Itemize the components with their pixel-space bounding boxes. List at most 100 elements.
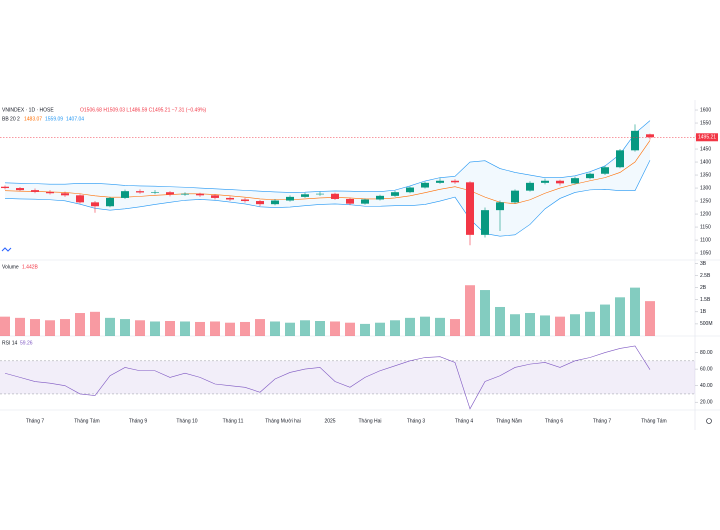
time-axis-label: Tháng 6 xyxy=(545,418,564,424)
volume-bar xyxy=(195,321,205,336)
price-tick-label: 1400 xyxy=(700,159,711,165)
candle-body xyxy=(421,182,429,188)
price-tick-label: 1600 xyxy=(700,107,711,113)
volume-bar xyxy=(375,322,385,336)
volume-bar xyxy=(285,322,295,336)
volume-bar xyxy=(105,317,115,336)
volume-bar xyxy=(585,311,595,336)
candle-body xyxy=(181,193,189,195)
bb-middle-line xyxy=(4,140,651,204)
volume-bar xyxy=(480,290,490,336)
volume-title: Volume xyxy=(2,264,19,270)
rsi-tick-label: 80.00 xyxy=(700,350,713,356)
price-tick-label: 1200 xyxy=(700,211,711,217)
volume-bar xyxy=(0,316,10,336)
volume-tick-label: 3B xyxy=(700,261,707,267)
candle-body xyxy=(631,130,639,151)
price-tick-label: 1350 xyxy=(700,172,711,178)
chart-background xyxy=(0,100,720,430)
rsi-label: RSI 14 xyxy=(2,340,18,346)
rsi-band-fill xyxy=(0,360,695,394)
candle-body xyxy=(346,198,354,204)
volume-bar xyxy=(495,306,505,336)
volume-bar xyxy=(345,322,355,336)
volume-bar xyxy=(405,317,415,336)
candle-body xyxy=(31,190,39,192)
candle-body xyxy=(331,193,339,199)
volume-bar xyxy=(165,321,175,336)
time-axis-label: Tháng Hai xyxy=(358,418,381,424)
volume-bar xyxy=(150,321,160,336)
volume-bar xyxy=(120,319,130,336)
volume-bar xyxy=(210,321,220,336)
price-tick-label: 1250 xyxy=(700,198,711,204)
price-tick-label: 1450 xyxy=(700,146,711,152)
candle-body xyxy=(586,173,594,179)
volume-bar xyxy=(300,320,310,336)
candle-body xyxy=(91,202,99,207)
last-price-label: 1495.21 xyxy=(698,135,716,141)
volume-bar xyxy=(420,316,430,336)
candle-body xyxy=(196,193,204,196)
time-axis-label: Tháng 9 xyxy=(129,418,148,424)
volume-bar xyxy=(135,320,145,336)
time-axis-label: Tháng 11 xyxy=(223,418,244,424)
volume-bar xyxy=(510,314,520,336)
bb-upper-value: 1559.09 xyxy=(45,116,63,122)
volume-bar xyxy=(240,321,250,336)
volume-bar xyxy=(330,321,340,336)
settings-icon[interactable] xyxy=(706,418,712,424)
candle-body xyxy=(46,191,54,194)
candle-body xyxy=(301,194,309,197)
rsi-line xyxy=(4,345,651,410)
volume-bar xyxy=(615,297,625,336)
candle-body xyxy=(271,200,279,205)
time-axis-label: Tháng 7 xyxy=(26,418,45,424)
candle-body xyxy=(571,178,579,184)
bb-upper-line xyxy=(4,120,651,193)
tv-logo xyxy=(1,247,12,252)
candle-body xyxy=(646,134,654,138)
volume-bar xyxy=(225,322,235,336)
bb-fill xyxy=(5,120,650,237)
rsi-tick-label: 40.00 xyxy=(700,383,713,389)
volume-bar xyxy=(315,321,325,336)
volume-bar xyxy=(270,321,280,336)
volume-bar xyxy=(255,319,265,336)
candle-body xyxy=(406,187,414,193)
price-tick-label: 1300 xyxy=(700,185,711,191)
rsi-tick-label: 20.00 xyxy=(700,400,713,406)
time-axis-label: Tháng Tám xyxy=(641,418,666,424)
candle-body xyxy=(1,186,9,189)
volume-bar xyxy=(390,320,400,336)
symbol-label: VNINDEX · 1D · HOSE xyxy=(2,107,54,113)
candle-body xyxy=(541,180,549,183)
candle-body xyxy=(526,182,534,191)
volume-tick-label: 500M xyxy=(700,321,713,327)
time-axis-label: Tháng 4 xyxy=(455,418,474,424)
volume-tick-label: 1B xyxy=(700,309,707,315)
candle-body xyxy=(451,180,459,183)
time-axis-label: Tháng 10 xyxy=(176,418,197,424)
candle-body xyxy=(106,197,114,207)
last-price-box xyxy=(696,133,718,142)
candle-body xyxy=(481,210,489,235)
candle-body xyxy=(376,195,384,200)
bb-label: BB 20 2 xyxy=(2,116,20,122)
candle-body xyxy=(76,195,84,203)
candle-body xyxy=(391,192,399,196)
volume-bar xyxy=(555,316,565,336)
price-tick-label: 1550 xyxy=(700,120,711,126)
candle-body xyxy=(61,193,69,196)
volume-bar xyxy=(75,313,85,336)
price-tick-label: 1150 xyxy=(700,224,711,230)
candle-body xyxy=(496,202,504,211)
price-tick-label: 1100 xyxy=(700,237,711,243)
candle-body xyxy=(616,150,624,168)
volume-bar xyxy=(450,319,460,336)
candle-body xyxy=(226,197,234,200)
time-axis-label: 2025 xyxy=(324,418,335,424)
